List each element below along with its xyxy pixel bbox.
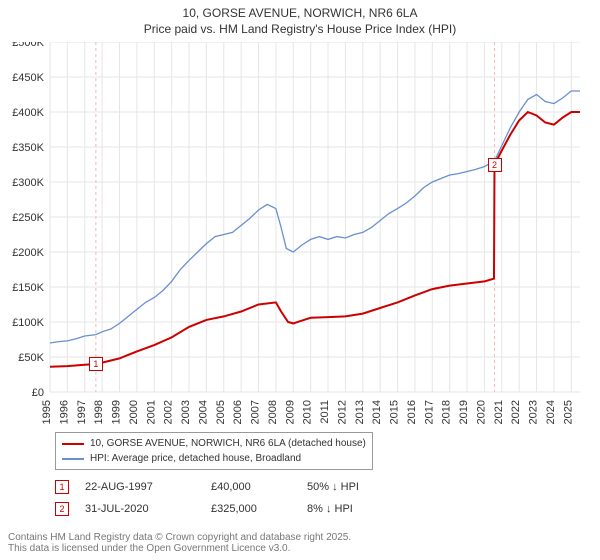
svg-text:1998: 1998 [93,400,105,424]
svg-text:2022: 2022 [510,400,522,424]
legend: 10, GORSE AVENUE, NORWICH, NR6 6LA (deta… [55,432,373,470]
svg-text:£0: £0 [32,387,44,399]
price-chart: £0£50K£100K£150K£200K£250K£300K£350K£400… [50,42,580,392]
title-address: 10, GORSE AVENUE, NORWICH, NR6 6LA [8,6,592,22]
price-chart-page: { "title": { "line1": "10, GORSE AVENUE,… [0,0,600,560]
svg-text:2013: 2013 [354,400,366,424]
svg-text:£350K: £350K [12,142,44,154]
sale-marker-1: 1 [89,357,103,371]
legend-item: HPI: Average price, detached house, Broa… [62,451,366,466]
footer-line2: This data is licensed under the Open Gov… [8,543,592,554]
sale-date: 22-AUG-1997 [85,481,195,493]
title-subtitle: Price paid vs. HM Land Registry's House … [8,22,592,38]
svg-text:2005: 2005 [215,400,227,424]
svg-text:2012: 2012 [336,400,348,424]
svg-text:£150K: £150K [12,282,44,294]
svg-text:£500K: £500K [12,42,44,49]
svg-text:2002: 2002 [163,400,175,424]
svg-text:2025: 2025 [562,400,574,424]
svg-text:2016: 2016 [406,400,418,424]
sale-row: 2 31-JUL-2020 £325,000 8% ↓ HPI [55,502,353,516]
svg-text:2023: 2023 [528,400,540,424]
legend-item: 10, GORSE AVENUE, NORWICH, NR6 6LA (deta… [62,436,366,451]
sale-marker-2: 2 [488,158,502,172]
svg-text:2009: 2009 [284,400,296,424]
svg-text:2006: 2006 [232,400,244,424]
sale-vs-hpi: 8% ↓ HPI [307,503,353,515]
svg-text:2015: 2015 [389,400,401,424]
svg-text:1999: 1999 [111,400,123,424]
sale-date: 31-JUL-2020 [85,503,195,515]
sale-marker-icon: 1 [55,480,69,494]
svg-text:2007: 2007 [250,400,262,424]
svg-text:£450K: £450K [12,72,44,84]
footer-line1: Contains HM Land Registry data © Crown c… [8,532,592,543]
svg-text:1997: 1997 [76,400,88,424]
svg-text:2004: 2004 [197,400,209,424]
svg-text:1995: 1995 [41,400,53,424]
sale-row: 1 22-AUG-1997 £40,000 50% ↓ HPI [55,480,359,494]
svg-text:£50K: £50K [18,352,44,364]
sale-vs-hpi: 50% ↓ HPI [307,481,359,493]
svg-text:2021: 2021 [493,400,505,424]
svg-text:2024: 2024 [545,400,557,424]
svg-text:2000: 2000 [128,400,140,424]
sale-price: £325,000 [211,503,291,515]
svg-text:1996: 1996 [58,400,70,424]
svg-text:2003: 2003 [180,400,192,424]
chart-svg: £0 £50K £100K £150K £200K £250K £300K £350K £400… [0,42,590,452]
svg-text:2010: 2010 [302,400,314,424]
svg-text:£400K: £400K [12,107,44,119]
svg-text:2008: 2008 [267,400,279,424]
svg-text:2011: 2011 [319,400,331,424]
svg-text:£200K: £200K [12,247,44,259]
sale-price: £40,000 [211,481,291,493]
svg-text:2018: 2018 [441,400,453,424]
legend-swatch [62,443,84,445]
svg-text:£250K: £250K [12,212,44,224]
legend-label: 10, GORSE AVENUE, NORWICH, NR6 6LA (deta… [90,436,366,451]
sale-marker-icon: 2 [55,502,69,516]
svg-text:£100K: £100K [12,317,44,329]
legend-swatch [62,458,84,460]
svg-text:2014: 2014 [371,400,383,424]
svg-text:2001: 2001 [145,400,157,424]
legend-label: HPI: Average price, detached house, Broa… [90,451,301,466]
svg-text:2020: 2020 [475,400,487,424]
svg-text:£300K: £300K [12,177,44,189]
chart-title: 10, GORSE AVENUE, NORWICH, NR6 6LA Price… [0,0,600,39]
svg-text:2017: 2017 [423,400,435,424]
svg-text:2019: 2019 [458,400,470,424]
footer: Contains HM Land Registry data © Crown c… [8,532,592,554]
